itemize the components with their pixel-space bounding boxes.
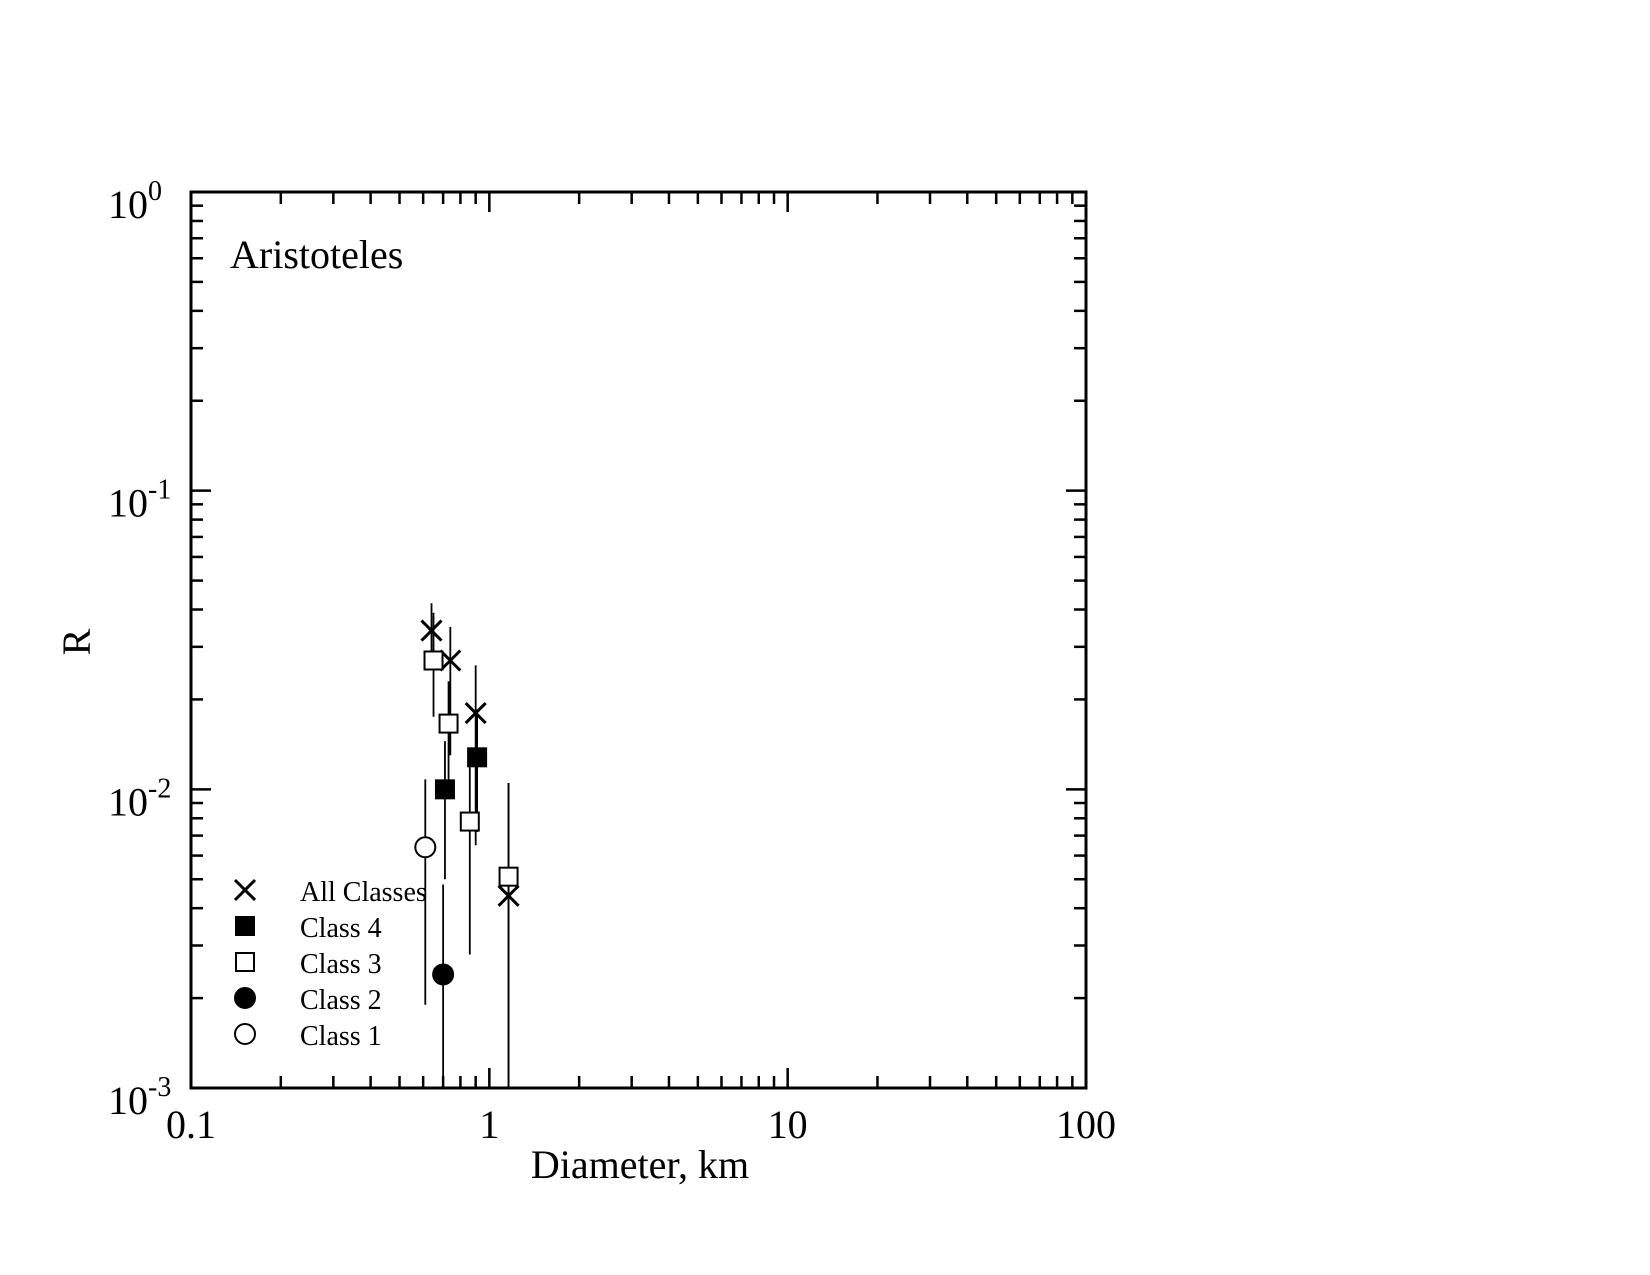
x-marker-stroke (497, 884, 520, 907)
data-point (423, 650, 444, 671)
y-tick-label: 10-3 (108, 1072, 171, 1123)
legend-label: Class 3 (300, 949, 382, 980)
data-point (438, 713, 459, 734)
data-point (414, 836, 437, 859)
x-tick-label: 1 (479, 1102, 499, 1147)
y-tick-label: 10-2 (108, 773, 171, 824)
x-marker-stroke (464, 702, 487, 725)
data-point (420, 619, 443, 642)
legend-marker (233, 878, 257, 902)
legend: All Classes Class 4 Class 3 Class 2 Class 1 (233, 877, 427, 1052)
data-point (467, 747, 488, 768)
legend-marker (235, 952, 255, 972)
data-points (414, 619, 520, 986)
data-point (439, 649, 462, 672)
legend-marker (235, 916, 255, 936)
data-point (464, 702, 487, 725)
x-axis-label: Diameter, km (531, 1142, 749, 1187)
legend-label: All Classes (300, 877, 427, 908)
legend-label: Class 4 (300, 913, 382, 944)
y-tick-labels: 100 10-1 10-2 10-3 (108, 176, 171, 1123)
x-marker-stroke (439, 649, 462, 672)
x-marker-stroke (420, 619, 443, 642)
data-point (432, 963, 455, 986)
y-tick-label: 100 (108, 176, 162, 227)
x-marker-stroke (233, 878, 257, 902)
x-tick-label: 0.1 (166, 1102, 216, 1147)
y-tick-label: 10-1 (108, 475, 171, 526)
data-point (497, 884, 520, 907)
y-axis-label: R (54, 628, 99, 655)
error-bars (424, 603, 510, 1088)
legend-marker (234, 1023, 256, 1045)
data-point (459, 811, 480, 832)
x-tick-labels: 0.1 1 10 100 (166, 1102, 1116, 1147)
x-tick-label: 100 (1056, 1102, 1116, 1147)
x-tick-label: 10 (768, 1102, 808, 1147)
legend-label: Class 1 (300, 1021, 382, 1052)
plot-frame (189, 190, 1088, 1090)
data-point (434, 779, 455, 800)
legend-label: Class 2 (300, 985, 382, 1016)
data-point (498, 866, 519, 887)
legend-marker (234, 987, 256, 1009)
chart-annotation: Aristoteles (230, 232, 403, 277)
